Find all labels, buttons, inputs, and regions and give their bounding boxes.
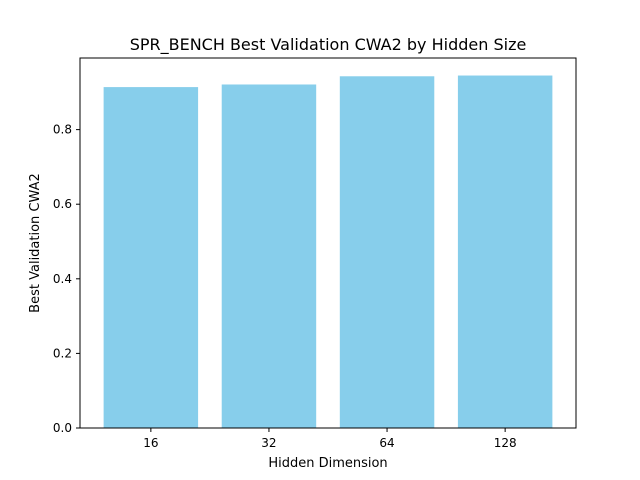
x-axis-label: Hidden Dimension [268,456,387,471]
x-axis-ticks: 16 32 64 128 [143,428,517,450]
bar-64 [339,76,435,428]
bar-32 [221,84,317,428]
chart-title: SPR_BENCH Best Validation CWA2 by Hidden… [130,35,527,55]
y-tick-label: 0.0 [53,421,72,435]
y-tick-label: 0.6 [53,197,72,211]
bars-group [103,75,553,428]
bar-128 [457,75,553,428]
plot-frame [79,57,577,429]
x-tick-label: 32 [261,436,276,450]
y-tick-label: 0.8 [53,123,72,137]
x-tick-label: 64 [379,436,394,450]
y-tick-label: 0.4 [53,272,72,286]
y-axis-ticks: 0.0 0.2 0.4 0.6 0.8 [53,123,80,435]
x-tick-label: 128 [494,436,517,450]
y-tick-label: 0.2 [53,346,72,360]
bar-16 [103,87,199,428]
x-tick-label: 16 [143,436,158,450]
y-axis-label: Best Validation CWA2 [28,173,43,313]
